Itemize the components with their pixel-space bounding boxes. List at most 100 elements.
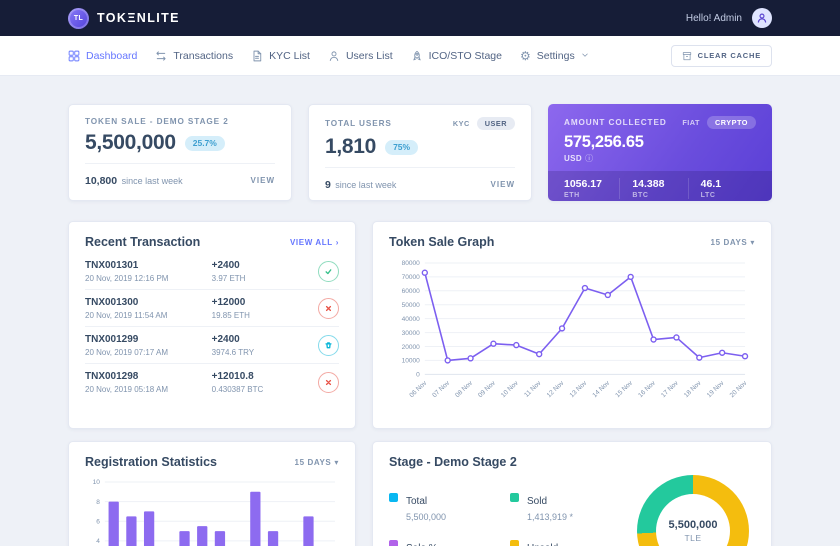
user-toggle-option[interactable]: USER	[476, 117, 515, 130]
card-title: Registration Statistics	[85, 455, 217, 469]
brand-name: TOKΞNLITE	[97, 11, 180, 25]
svg-text:10000: 10000	[402, 358, 421, 365]
transaction-crypto-amount: 3974.6 TRY	[211, 348, 255, 357]
transaction-row[interactable]: TNX001298 20 Nov, 2019 05:18 AM +12010.8…	[85, 363, 339, 400]
currency-toggle: FIAT CRYPTO	[682, 116, 756, 129]
card-title: TOKEN SALE - DEMO STAGE 2	[85, 117, 229, 126]
card-title: AMOUNT COLLECTED	[564, 118, 667, 127]
transaction-amount: +2400	[211, 260, 240, 271]
transaction-date: 20 Nov, 2019 05:18 AM	[85, 385, 169, 394]
ltc-total: 46.1 LTC	[687, 178, 756, 199]
svg-text:16 Nov: 16 Nov	[637, 379, 657, 399]
stage-legend: Total 5,500,000 Sold 1,413,919 * Sale % …	[389, 491, 611, 546]
delta-value: 9	[325, 179, 331, 191]
document-icon	[251, 50, 263, 62]
dashboard-grid-icon	[68, 50, 80, 62]
legend-item-sale-percent: Sale % 25.7% Sold	[389, 538, 490, 546]
card-title: TOTAL USERS	[325, 119, 392, 128]
view-all-label: VIEW ALL	[290, 237, 333, 247]
svg-text:20000: 20000	[402, 344, 421, 351]
svg-text:10 Nov: 10 Nov	[500, 379, 520, 399]
greeting-text: Hello! Admin	[685, 12, 742, 24]
transaction-date: 20 Nov, 2019 11:54 AM	[85, 311, 168, 320]
transaction-row[interactable]: TNX001301 20 Nov, 2019 12:16 PM +2400 3.…	[85, 253, 339, 289]
tab-kyc-list[interactable]: KYC List	[251, 50, 310, 62]
info-icon[interactable]: ⓘ	[585, 154, 594, 163]
kyc-toggle-option[interactable]: KYC	[452, 119, 470, 128]
coin-label: BTC	[632, 191, 649, 199]
range-dropdown[interactable]: 15 DAYS ▾	[295, 458, 339, 467]
svg-text:12 Nov: 12 Nov	[546, 379, 566, 399]
token-sale-line-chart: 0 10000 20000 30000 40000 50000 60000 70000 8000…	[402, 260, 749, 399]
transaction-date: 20 Nov, 2019 07:17 AM	[85, 348, 169, 357]
currency-line: USD ⓘ	[564, 153, 756, 164]
token-sale-card: TOKEN SALE - DEMO STAGE 2 5,500,000 25.7…	[68, 104, 292, 201]
tab-label: Dashboard	[86, 49, 138, 62]
transaction-id: TNX001301	[85, 260, 139, 271]
dashboard-content: TOKEN SALE - DEMO STAGE 2 5,500,000 25.7…	[68, 76, 772, 546]
chevron-down-icon	[581, 50, 589, 62]
delta-caption: since last week	[335, 180, 397, 190]
tab-transactions[interactable]: Transactions	[155, 50, 233, 62]
stage-card: Stage - Demo Stage 2 Total 5,500,000 Sol…	[372, 441, 772, 546]
gear-icon: ⚙	[519, 48, 531, 63]
coin-label: LTC	[700, 191, 716, 199]
chevron-down-icon: ▾	[750, 237, 755, 247]
transaction-id: TNX001300	[85, 297, 139, 308]
transaction-row[interactable]: TNX001300 20 Nov, 2019 11:54 AM +12000 1…	[85, 289, 339, 326]
tab-settings[interactable]: ⚙ Settings	[520, 50, 589, 62]
tab-dashboard[interactable]: Dashboard	[68, 50, 137, 62]
svg-text:10: 10	[93, 479, 101, 486]
coin-value: 46.1	[700, 178, 722, 190]
swap-arrows-icon	[155, 50, 167, 62]
user-avatar[interactable]	[752, 8, 772, 28]
amount-collected-card: AMOUNT COLLECTED FIAT CRYPTO 575,256.65 …	[548, 104, 772, 201]
svg-text:08 Nov: 08 Nov	[454, 379, 474, 399]
registration-statistics-card: Registration Statistics 15 DAYS ▾ 108642	[68, 441, 356, 546]
delta-group: 10,800 since last week	[85, 171, 183, 189]
card-title: Stage - Demo Stage 2	[389, 455, 517, 469]
svg-text:06 Nov: 06 Nov	[408, 379, 428, 399]
legend-item-unsold: Unsold 4,086,082	[510, 538, 611, 546]
crypto-toggle-option[interactable]: CRYPTO	[706, 116, 756, 129]
legend-label: Unsold	[527, 543, 558, 546]
tab-users-list[interactable]: Users List	[328, 50, 393, 62]
donut-center-label: TLE	[684, 533, 702, 543]
view-link[interactable]: VIEW	[490, 179, 515, 189]
fiat-toggle-option[interactable]: FIAT	[682, 118, 700, 127]
rocket-icon	[411, 50, 423, 62]
main-nav: Dashboard Transactions KYC List Users Li…	[0, 36, 840, 76]
svg-text:13 Nov: 13 Nov	[569, 379, 589, 399]
delta-group: 9 since last week	[325, 175, 396, 193]
registration-bar-chart: 108642	[93, 479, 336, 546]
range-dropdown[interactable]: 15 DAYS ▾	[711, 238, 755, 247]
tab-label: Settings	[536, 49, 575, 62]
svg-text:50000: 50000	[402, 302, 421, 309]
status-confirmed-icon	[318, 261, 339, 282]
transaction-amount: +12010.8	[211, 371, 254, 382]
transaction-id: TNX001298	[85, 371, 139, 382]
range-label: 15 DAYS	[710, 237, 748, 247]
coin-label: ETH	[564, 191, 580, 199]
stage-donut-chart: 5,500,000 TLE	[637, 475, 749, 546]
view-all-link[interactable]: VIEW ALL ›	[290, 238, 339, 247]
amount-collected-value: 575,256.65	[564, 133, 644, 151]
svg-text:4: 4	[96, 538, 100, 545]
legend-swatch	[510, 540, 519, 546]
brand-logo-icon: TL	[68, 7, 89, 29]
clear-cache-button[interactable]: CLEAR CACHE	[670, 44, 772, 67]
brand[interactable]: TL TOKΞNLITE	[68, 7, 180, 29]
card-title: Token Sale Graph	[389, 235, 495, 249]
tab-label: Users List	[345, 49, 393, 62]
recent-transactions-card: Recent Transaction VIEW ALL › TNX001301 …	[68, 221, 356, 429]
view-link[interactable]: VIEW	[250, 175, 275, 185]
btc-total: 14.388 BTC	[619, 178, 687, 199]
transaction-row[interactable]: TNX001299 20 Nov, 2019 07:17 AM +2400 39…	[85, 326, 339, 363]
tab-ico-sto-stage[interactable]: ICO/STO Stage	[411, 50, 502, 62]
total-users-value: 1,810	[325, 135, 377, 158]
svg-text:60000: 60000	[402, 288, 421, 295]
tab-label: Transactions	[173, 49, 234, 62]
token-sale-percent-badge: 25.7%	[184, 135, 225, 151]
transaction-crypto-amount: 0.430387 BTC	[211, 385, 264, 394]
svg-text:07 Nov: 07 Nov	[431, 379, 451, 399]
